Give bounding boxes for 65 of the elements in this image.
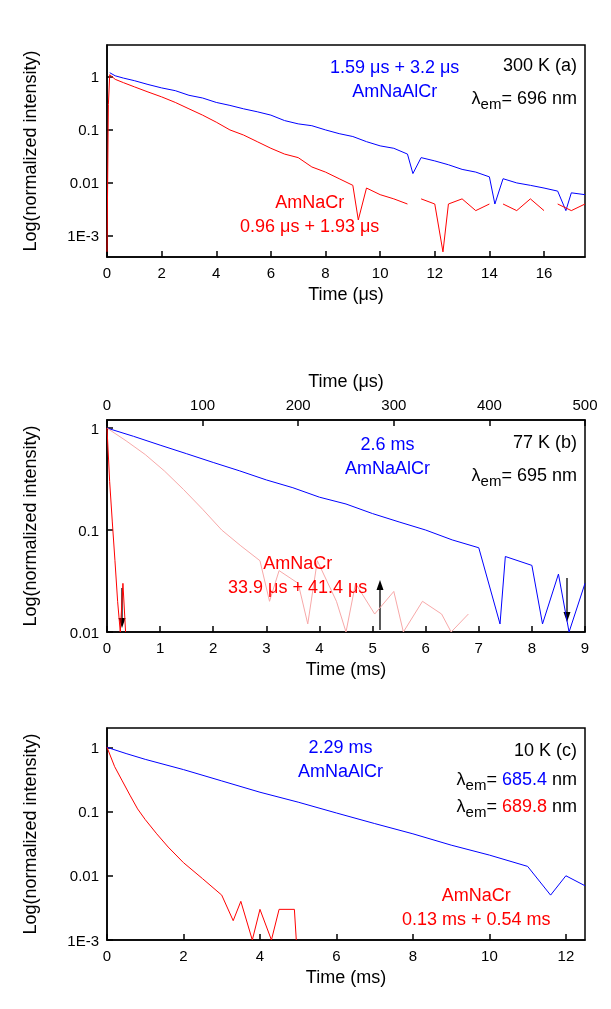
x-tick-label: 12 xyxy=(557,947,575,964)
x-tick-label: 1 xyxy=(155,639,165,656)
annotation: 77 K (b) xyxy=(512,431,577,453)
x2-tick-label: 100 xyxy=(190,396,216,413)
x-tick-label: 2 xyxy=(179,947,188,964)
x-tick-label: 3 xyxy=(262,639,271,656)
text: AmNaCr 0.13 ms + 0.54 ms xyxy=(402,885,551,929)
x-axis-title: Time (μs) xyxy=(308,284,384,304)
y-tick-label: 1E-3 xyxy=(67,227,99,245)
x-tick-label: 6 xyxy=(266,264,276,281)
x2-tick-label: 500 xyxy=(572,396,598,413)
x2-tick-label: 0 xyxy=(102,396,112,413)
series-label: 2.29 ms AmNaAlCr xyxy=(298,737,384,781)
annotation: λ$_{em}$= 695 nm xyxy=(471,464,577,491)
x-axis-title: Time (ms) xyxy=(305,967,387,987)
series-label: AmNaCr 0.96 μs + 1.93 μs xyxy=(240,192,380,236)
x-tick-label: 0 xyxy=(102,264,112,281)
annotation: 300 K (a) xyxy=(502,54,577,76)
x-tick-label: 14 xyxy=(481,264,498,281)
y-axis-title: Log(normalized intensity) xyxy=(20,425,40,627)
x-tick-label: 10 xyxy=(371,264,389,281)
x-tick-label: 16 xyxy=(535,264,553,281)
y-tick-label: 1 xyxy=(90,419,99,437)
x-axis-title: Time (ms) xyxy=(305,659,387,679)
x-tick-label: 5 xyxy=(368,639,377,656)
x-tick-label: 4 xyxy=(212,264,221,281)
y-axis-title: Log(normalized intensity) xyxy=(20,733,40,935)
y-axis-title: Log(normalized intensity) xyxy=(20,50,40,252)
y-tick-label: 0.01 xyxy=(69,867,99,885)
x2-tick-label: 200 xyxy=(285,396,311,413)
x-tick-label: 6 xyxy=(421,639,430,656)
x-tick-label: 8 xyxy=(408,947,418,964)
y-tick-label: 0.1 xyxy=(78,121,99,139)
x-tick-label: 7 xyxy=(474,639,483,656)
y-tick-label: 0.1 xyxy=(78,521,99,539)
annotation: 10 K (c) xyxy=(513,739,577,761)
x-tick-label: 12 xyxy=(426,264,444,281)
line-series xyxy=(106,427,127,633)
x-tick-label: 10 xyxy=(481,947,498,964)
x-tick-label: 9 xyxy=(580,639,590,656)
y-tick-label: 1 xyxy=(90,68,99,86)
annotation: λ$_{em}$= 685.4 nm xyxy=(456,768,577,795)
y-tick-label: 0.01 xyxy=(69,623,99,641)
x-tick-label: 8 xyxy=(527,639,537,656)
x-tick-label: 8 xyxy=(321,264,330,281)
x-tick-label: 0 xyxy=(102,947,112,964)
line-series xyxy=(106,746,297,941)
y-tick-label: 0.01 xyxy=(69,174,99,192)
annotation: λ$_{em}$= 689.8 nm xyxy=(456,795,577,822)
x2-tick-label: 400 xyxy=(476,396,502,413)
x-tick-label: 6 xyxy=(332,947,341,964)
x-tick-label: 2 xyxy=(209,639,218,656)
x2-tick-label: 300 xyxy=(381,396,407,413)
x2-axis-title: Time (μs) xyxy=(308,371,384,391)
y-tick-label: 0.1 xyxy=(78,803,99,821)
series-label: 2.6 ms AmNaAlCr xyxy=(345,434,431,478)
x-tick-label: 0 xyxy=(102,639,112,656)
x-tick-label: 2 xyxy=(157,264,166,281)
series-label: 1.59 μs + 3.2 μs AmNaAlCr xyxy=(329,57,460,101)
annotation: λ$_{em}$= 696 nm xyxy=(471,87,577,114)
text: AmNaCr 33.9 μs + 41.4 μs xyxy=(228,553,368,597)
x-tick-label: 4 xyxy=(255,947,265,964)
y-tick-label: 1 xyxy=(90,738,99,756)
y-tick-label: 1E-3 xyxy=(67,931,99,949)
x-tick-label: 4 xyxy=(315,639,324,656)
